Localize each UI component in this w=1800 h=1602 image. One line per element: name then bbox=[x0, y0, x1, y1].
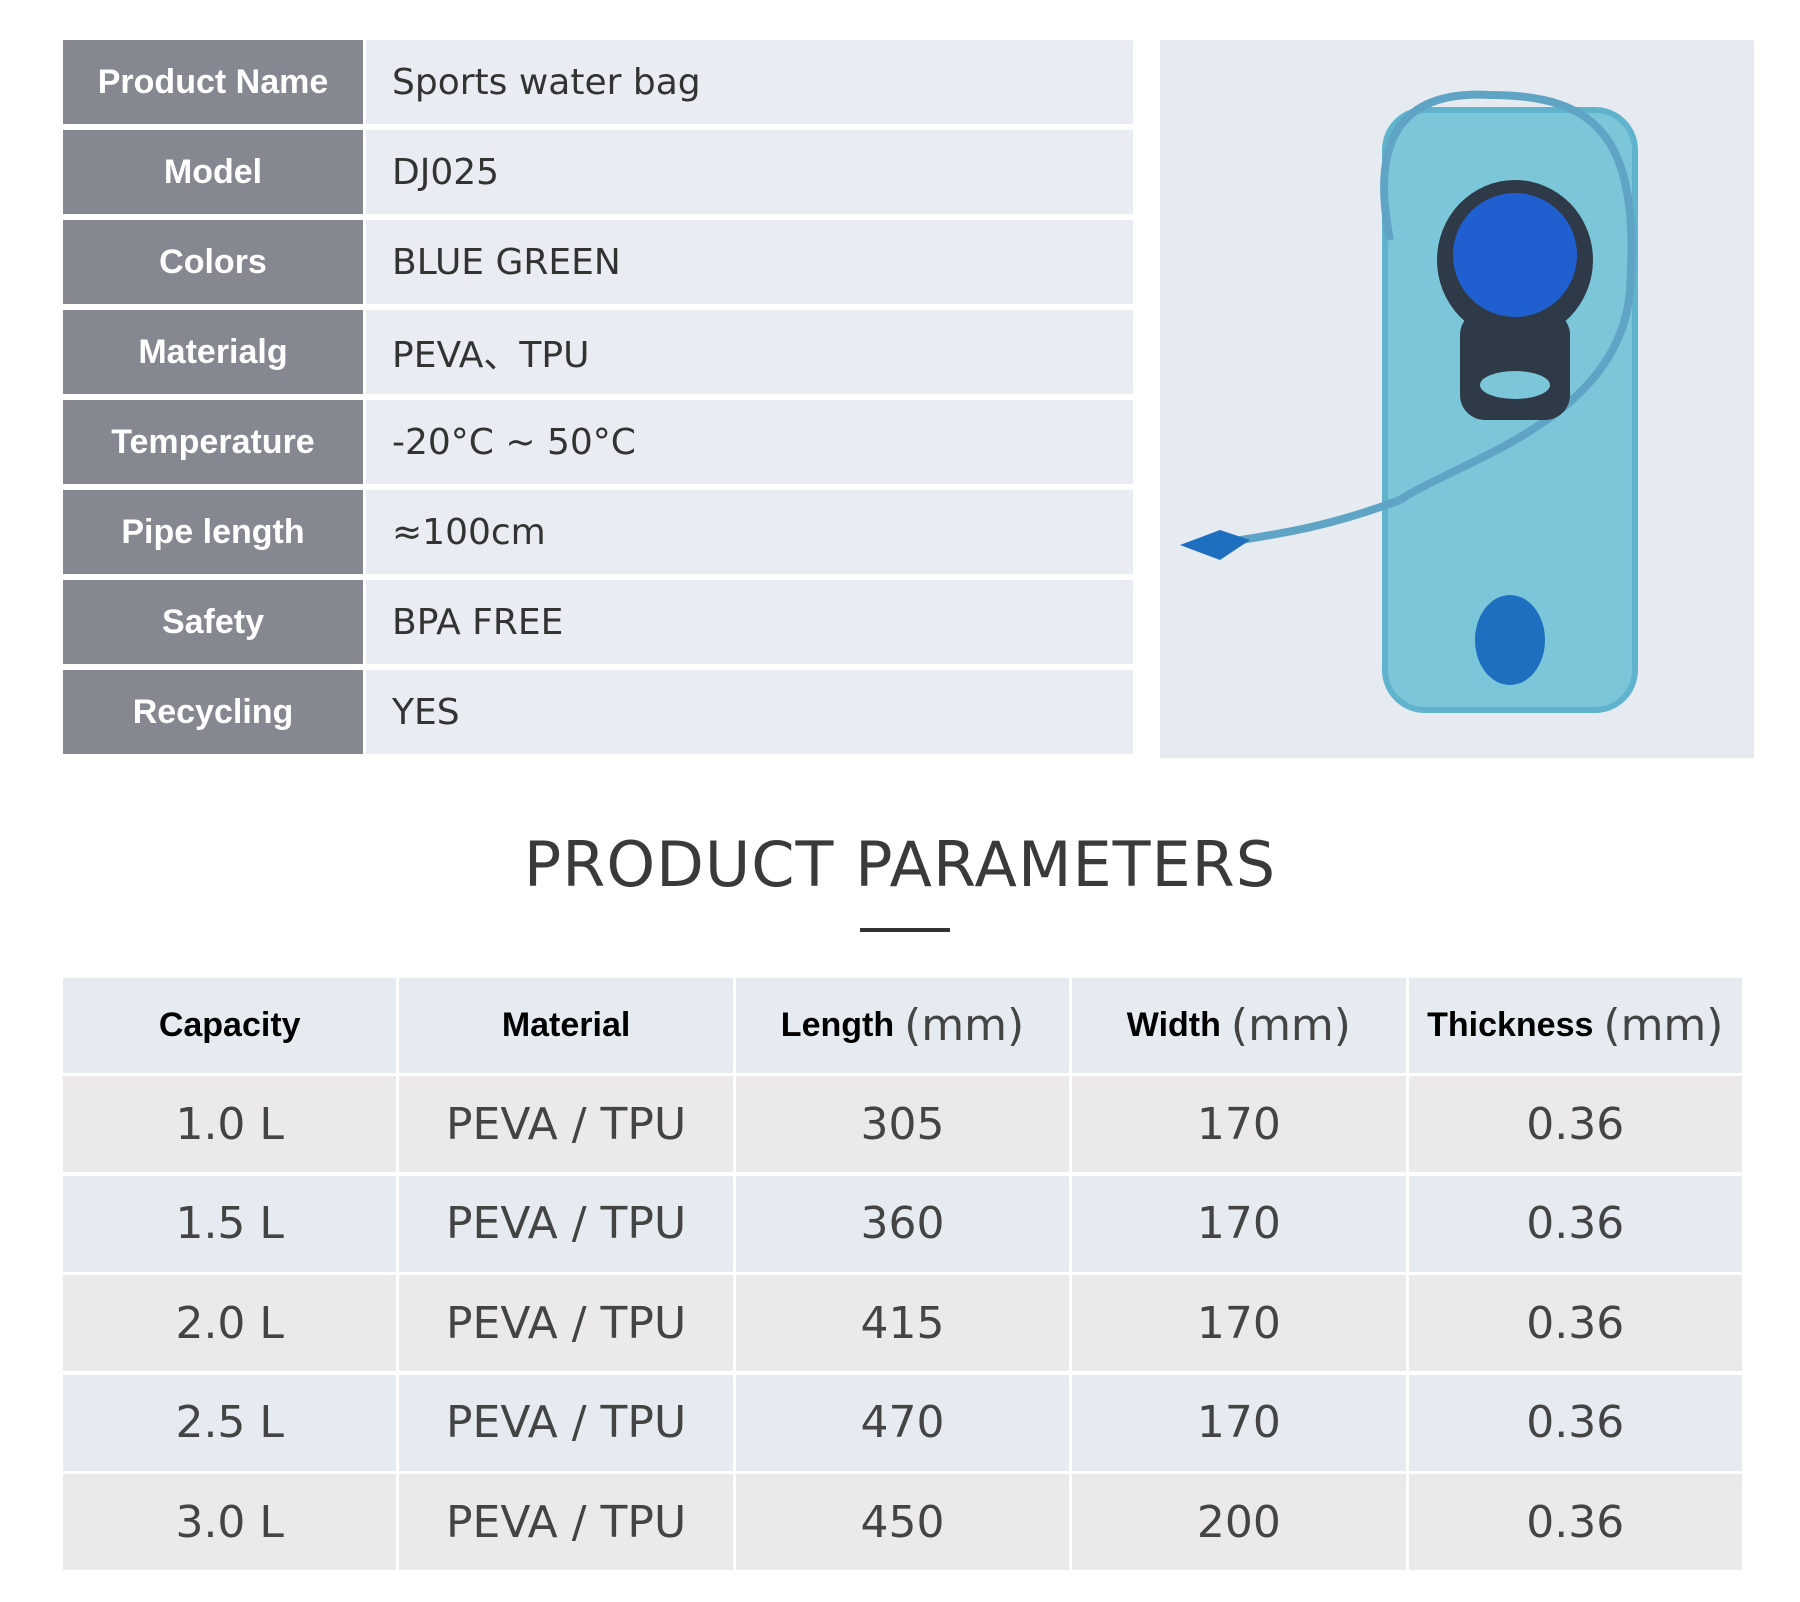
header-name: Width bbox=[1126, 1006, 1221, 1044]
spec-label: Safety bbox=[63, 580, 363, 664]
cap bbox=[1453, 193, 1577, 317]
spec-label: Model bbox=[63, 130, 363, 214]
tube bbox=[1380, 90, 1636, 504]
table-header: Capacity bbox=[63, 978, 397, 1073]
spec-value: -20°C ~ 50°C bbox=[366, 400, 1133, 484]
header-unit: (mm) bbox=[904, 1000, 1025, 1051]
spec-value: BPA FREE bbox=[366, 580, 1133, 664]
spec-label: Product Name bbox=[63, 40, 363, 124]
table-cell: 170 bbox=[1072, 1374, 1406, 1471]
handle-hole bbox=[1480, 371, 1550, 399]
table-cell: PEVA / TPU bbox=[399, 1076, 733, 1172]
bag-illustration bbox=[1180, 90, 1638, 713]
header-name: Material bbox=[501, 1006, 631, 1044]
spec-value: ≈100cm bbox=[366, 490, 1133, 574]
spec-value: BLUE GREEN bbox=[366, 220, 1133, 304]
table-header: Width (mm) bbox=[1072, 978, 1406, 1073]
table-cell: 470 bbox=[735, 1374, 1070, 1471]
spec-label: Materialg bbox=[63, 310, 363, 394]
header-name: Capacity bbox=[158, 1006, 301, 1044]
table-cell: 0.36 bbox=[1408, 1175, 1742, 1272]
spec-label: Temperature bbox=[63, 400, 363, 484]
table-cell: 0.36 bbox=[1408, 1076, 1742, 1172]
table-header: Material bbox=[399, 978, 733, 1073]
table-cell: PEVA / TPU bbox=[399, 1275, 733, 1371]
header-name: Length bbox=[780, 1006, 895, 1044]
table-cell: PEVA / TPU bbox=[399, 1474, 733, 1570]
table-cell: 200 bbox=[1072, 1474, 1406, 1570]
header-unit: (mm) bbox=[1603, 1000, 1724, 1051]
table-cell: 1.5 L bbox=[63, 1175, 397, 1272]
table-cell: 170 bbox=[1072, 1175, 1406, 1272]
table-cell: 415 bbox=[735, 1275, 1070, 1371]
table-header: Thickness (mm) bbox=[1408, 978, 1742, 1073]
title-underline bbox=[860, 928, 950, 932]
table-header: Length (mm) bbox=[735, 978, 1070, 1073]
header-name: Thickness bbox=[1427, 1006, 1594, 1044]
mouthpiece bbox=[1180, 530, 1250, 560]
handle bbox=[1460, 310, 1570, 420]
table-cell: 360 bbox=[735, 1175, 1070, 1272]
header-unit: (mm) bbox=[1230, 1000, 1351, 1051]
section-title: PRODUCT PARAMETERS bbox=[523, 828, 1277, 901]
table-cell: 170 bbox=[1072, 1076, 1406, 1172]
table-cell: 0.36 bbox=[1408, 1374, 1742, 1471]
product-image bbox=[1160, 40, 1754, 758]
spec-value: PEVA、TPU bbox=[366, 310, 1133, 394]
table-cell: 170 bbox=[1072, 1275, 1406, 1371]
spec-value: DJ025 bbox=[366, 130, 1133, 214]
spec-value: YES bbox=[366, 670, 1133, 754]
spec-label: Recycling bbox=[63, 670, 363, 754]
spec-value: Sports water bag bbox=[366, 40, 1133, 124]
table-cell: 2.5 L bbox=[63, 1374, 397, 1471]
table-cell: 0.36 bbox=[1408, 1474, 1742, 1570]
spec-label: Pipe length bbox=[63, 490, 363, 574]
table-cell: PEVA / TPU bbox=[399, 1374, 733, 1471]
table-cell: 450 bbox=[735, 1474, 1070, 1570]
table-cell: 1.0 L bbox=[63, 1076, 397, 1172]
table-cell: PEVA / TPU bbox=[399, 1175, 733, 1272]
spec-label: Colors bbox=[63, 220, 363, 304]
table-cell: 2.0 L bbox=[63, 1275, 397, 1371]
table-cell: 0.36 bbox=[1408, 1275, 1742, 1371]
table-cell: 3.0 L bbox=[63, 1474, 397, 1570]
table-cell: 305 bbox=[735, 1076, 1070, 1172]
valve bbox=[1475, 595, 1545, 685]
